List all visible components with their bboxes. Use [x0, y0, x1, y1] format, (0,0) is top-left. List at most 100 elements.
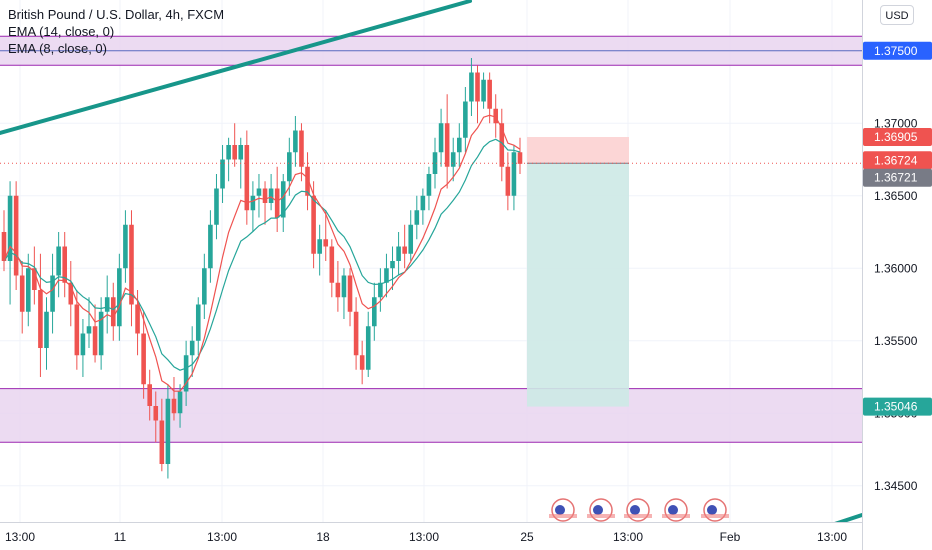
x-tick-label: Feb: [720, 530, 741, 544]
candle-body: [475, 72, 480, 102]
candle-body: [171, 398, 177, 414]
candle: [171, 377, 177, 421]
candle-body: [141, 333, 146, 385]
x-tick-label: 11: [114, 530, 127, 544]
price-tag: 1.36724: [863, 151, 932, 170]
candle: [226, 137, 231, 182]
price-tag-bg: [863, 41, 932, 60]
economic-event-flag[interactable]: [549, 498, 577, 522]
time-axis-bg: [0, 522, 862, 550]
candle: [189, 326, 195, 377]
candle-body: [432, 152, 438, 174]
event-flag-base: [587, 514, 615, 518]
candle-body: [159, 420, 165, 464]
candle: [493, 94, 499, 138]
candle-body: [311, 195, 316, 254]
candle-body: [323, 239, 329, 247]
us-flag-icon: [593, 505, 603, 515]
candle: [256, 174, 262, 218]
candle: [92, 304, 98, 363]
candle-body: [183, 355, 189, 392]
candle-body: [408, 224, 414, 254]
candle-body: [195, 304, 201, 341]
candle: [129, 210, 134, 327]
candle: [378, 268, 383, 312]
candle: [420, 188, 426, 225]
candle-body: [299, 130, 304, 167]
candle-body: [147, 384, 152, 406]
candle-body: [80, 333, 86, 356]
candle: [280, 174, 286, 232]
candle-body: [123, 224, 128, 269]
candle: [293, 116, 298, 167]
candle-body: [268, 188, 274, 203]
candle-body: [110, 297, 116, 327]
candle: [159, 398, 165, 472]
candle-body: [104, 297, 110, 312]
event-flag-base: [662, 514, 690, 518]
candle-body: [226, 145, 231, 160]
candle-body: [44, 311, 49, 348]
candle-body: [50, 275, 55, 312]
ema8-legend[interactable]: EMA (8, close, 0): [8, 41, 107, 56]
candle: [450, 137, 456, 182]
candle-body: [305, 166, 310, 196]
candle-body: [25, 268, 31, 312]
candle: [38, 253, 43, 377]
stop-loss-area[interactable]: [527, 137, 629, 164]
economic-event-flag[interactable]: [624, 498, 652, 522]
candle-body: [444, 123, 450, 167]
candle: [62, 232, 68, 298]
candle-body: [359, 355, 365, 370]
candle: [299, 123, 304, 182]
candle-body: [165, 398, 171, 464]
candle-body: [135, 304, 140, 334]
candle-body: [262, 188, 268, 203]
candle: [44, 297, 49, 370]
candle-body: [92, 326, 98, 356]
x-tick-label: 13:00: [5, 530, 35, 544]
candle-body: [19, 275, 25, 312]
ema14-legend[interactable]: EMA (14, close, 0): [8, 24, 115, 39]
candle-body: [450, 152, 456, 167]
economic-event-flag[interactable]: [701, 498, 729, 522]
price-tag-bg: [863, 168, 932, 187]
candle-body: [7, 195, 13, 261]
event-flag-base: [549, 514, 577, 518]
candle-body: [117, 268, 122, 327]
candle: [232, 123, 237, 167]
candle: [517, 137, 523, 174]
us-flag-icon: [555, 505, 565, 515]
candle: [438, 108, 444, 167]
candle-body: [68, 282, 74, 305]
economic-event-flag[interactable]: [662, 498, 690, 522]
price-tag: 1.37500: [863, 41, 932, 60]
symbol-title[interactable]: British Pound / U.S. Dollar, 4h, FXCM: [8, 7, 225, 22]
candle-body: [1, 232, 7, 261]
candle-body: [86, 326, 92, 334]
price-tags: 1.37500 1.36905 1.36724 1.36721 1.35046: [863, 41, 932, 416]
candle-body: [463, 101, 468, 138]
candle-body: [244, 145, 250, 211]
short-position-tool[interactable]: [527, 137, 629, 407]
economic-event-flag[interactable]: [587, 498, 615, 522]
economic-events[interactable]: [549, 498, 729, 522]
trendline-upper[interactable]: [0, 0, 472, 135]
candle-body: [517, 152, 523, 164]
price-tag-label: 1.36905: [874, 130, 918, 144]
candle: [110, 282, 116, 341]
y-tick-label: 1.36000: [874, 261, 918, 275]
candle-body: [390, 261, 395, 269]
candle-body: [220, 159, 225, 189]
candle: [408, 210, 414, 261]
candle-body: [372, 297, 377, 327]
candle: [372, 282, 377, 341]
candle: [353, 297, 359, 370]
candle-body: [426, 174, 432, 196]
currency-button[interactable]: USD: [880, 5, 914, 25]
candle-body: [329, 246, 335, 283]
candle-body: [438, 123, 444, 153]
candle: [384, 253, 389, 298]
take-profit-area[interactable]: [527, 163, 629, 407]
